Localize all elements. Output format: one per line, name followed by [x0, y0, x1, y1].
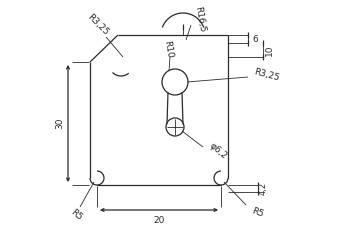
- Text: R3,25: R3,25: [253, 67, 281, 83]
- Text: φ6,2: φ6,2: [207, 141, 228, 161]
- Text: 10: 10: [265, 44, 273, 56]
- Text: 4,2: 4,2: [259, 182, 267, 195]
- Text: 20: 20: [153, 216, 165, 224]
- Text: R16,5: R16,5: [193, 5, 206, 33]
- Text: R10: R10: [162, 39, 174, 59]
- Text: 30: 30: [56, 118, 64, 129]
- Text: R5: R5: [250, 207, 264, 219]
- Text: R3,25: R3,25: [86, 12, 110, 37]
- Text: 6: 6: [252, 35, 258, 44]
- Text: R5: R5: [69, 208, 84, 222]
